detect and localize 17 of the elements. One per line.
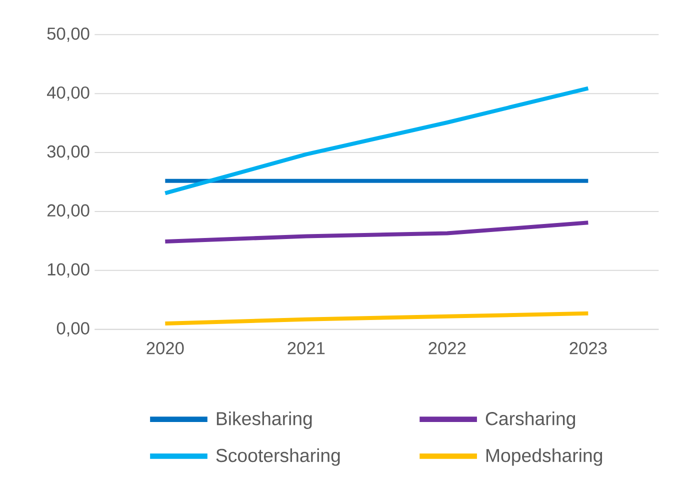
y-tick-label: 20,00 [47, 204, 90, 219]
x-tick-label: 2020 [146, 342, 184, 354]
legend-label: Bikesharing [216, 412, 312, 429]
legend-label: Scootersharing [216, 448, 340, 466]
y-tick-label: 10,00 [48, 263, 90, 278]
line-series [163, 311, 590, 326]
y-tick-label: 30,00 [47, 145, 90, 160]
legend-label: Mopedsharing [486, 448, 602, 466]
x-tick-label: 2023 [570, 342, 607, 354]
y-tick-label: 50,00 [47, 28, 90, 42]
legend-label: Carsharing [486, 412, 576, 429]
y-tick-label: 40,00 [46, 86, 90, 101]
line-series [163, 220, 590, 244]
line-series [163, 86, 590, 196]
x-tick-label: 2021 [288, 342, 325, 354]
x-tick-label: 2022 [428, 342, 466, 354]
y-tick-label: 0,00 [56, 322, 90, 336]
